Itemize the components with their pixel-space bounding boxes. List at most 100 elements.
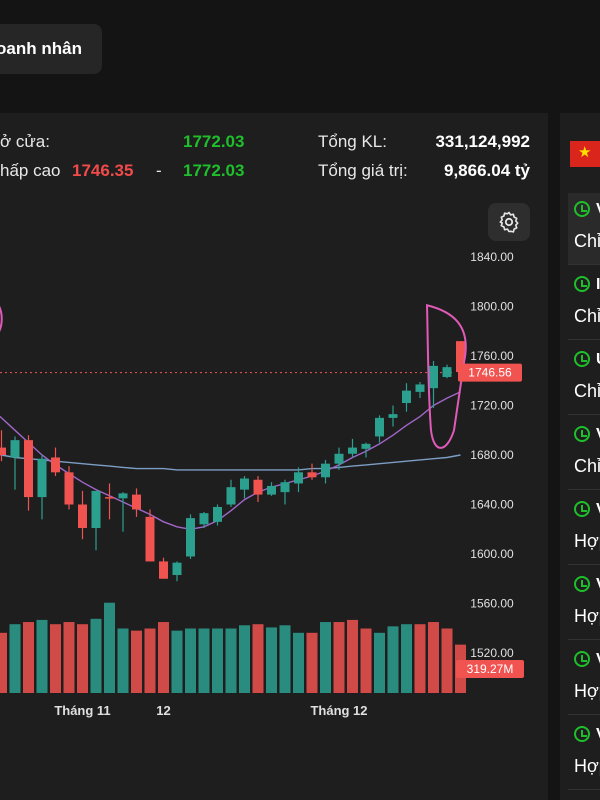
last-price-badge bbox=[458, 363, 522, 382]
index-list-item-code: V bbox=[596, 501, 600, 519]
volume-bar bbox=[401, 624, 412, 693]
volume-bar bbox=[252, 624, 264, 693]
total-value-value: 9,866.04 tỷ bbox=[443, 161, 530, 180]
index-list-item[interactable]: V Hợp bbox=[568, 718, 600, 790]
index-list-item-name: Chỉ bbox=[574, 306, 600, 326]
price-axis-tick: 1760.00 bbox=[470, 349, 514, 363]
candle-body bbox=[294, 472, 303, 484]
last-price-label: 1746.56 bbox=[468, 366, 512, 380]
candle-body bbox=[429, 365, 438, 389]
index-list-item[interactable]: V Chỉ bbox=[568, 193, 600, 265]
candle-body bbox=[24, 440, 33, 498]
volume-bar bbox=[23, 622, 34, 693]
volume-badge bbox=[456, 660, 524, 678]
candle-body bbox=[456, 341, 465, 373]
volume-bar bbox=[441, 628, 453, 693]
index-list-panel: ★ V Chỉ I Chỉ U Chỉ V Chỉ V Hợp V Hợp V Hợp V Hợp bbox=[560, 113, 600, 800]
index-list-item-name: Hợp bbox=[574, 531, 600, 551]
x-axis-tick: Tháng 11 bbox=[54, 703, 110, 718]
volume-bar bbox=[414, 624, 426, 693]
range-separator: - bbox=[156, 161, 162, 180]
volume-bar bbox=[306, 632, 318, 693]
volume-bar bbox=[117, 628, 129, 693]
volume-bar bbox=[387, 626, 399, 693]
clock-icon bbox=[574, 276, 590, 292]
candle-body bbox=[159, 561, 168, 579]
candle-body bbox=[334, 453, 344, 464]
volume-label: 319.27M bbox=[467, 662, 514, 676]
candle-body bbox=[240, 478, 249, 490]
volume-bar bbox=[347, 619, 358, 693]
volume-bar bbox=[144, 628, 156, 693]
volume-bar bbox=[131, 630, 142, 693]
index-list-item[interactable]: V Hợp bbox=[568, 643, 600, 715]
price-axis-tick: 1640.00 bbox=[470, 498, 514, 512]
top-bar: oanh nhân bbox=[0, 0, 600, 113]
gear-icon bbox=[499, 211, 519, 233]
index-list-item[interactable]: V Hợp bbox=[568, 493, 600, 565]
price-axis-tick: 1520.00 bbox=[470, 646, 514, 660]
index-list-item-code: U bbox=[596, 351, 600, 369]
total-volume-label: Tổng KL: bbox=[318, 132, 387, 151]
total-volume-value: 331,124,992 bbox=[435, 132, 530, 151]
index-list-item-code: I bbox=[596, 276, 600, 293]
price-axis-tick: 1600.00 bbox=[470, 547, 514, 561]
clock-icon bbox=[574, 576, 590, 592]
moving-average-long-line bbox=[0, 454, 461, 471]
volume-bar bbox=[198, 628, 210, 693]
panel-divider bbox=[548, 113, 560, 800]
x-axis-tick: Tháng 12 bbox=[310, 703, 367, 718]
index-list-item[interactable]: U Chỉ bbox=[568, 343, 600, 415]
volume-bar bbox=[333, 622, 345, 693]
candle-body bbox=[199, 513, 209, 525]
candle-body bbox=[37, 458, 47, 498]
volume-bar bbox=[293, 632, 304, 693]
candle-body bbox=[307, 472, 317, 478]
range-high: 1772.03 bbox=[183, 161, 245, 180]
candle-body bbox=[280, 482, 290, 493]
price-axis-tick: 1840.00 bbox=[470, 250, 514, 264]
index-list-item-name: Chỉ bbox=[574, 231, 600, 251]
volume-bar bbox=[158, 622, 169, 693]
price-axis-tick: 1720.00 bbox=[470, 399, 514, 413]
candle-body bbox=[118, 493, 128, 499]
candle-body bbox=[213, 506, 222, 522]
total-value-label: Tổng giá trị: bbox=[318, 161, 408, 180]
candle-body bbox=[267, 485, 276, 495]
clock-icon bbox=[574, 501, 590, 517]
clock-icon bbox=[574, 201, 590, 217]
range-label: hấp cao bbox=[0, 161, 61, 180]
volume-bar bbox=[360, 628, 372, 693]
x-axis-tick: 12 bbox=[156, 703, 170, 718]
volume-bar bbox=[374, 632, 385, 693]
index-list-item-code: V bbox=[596, 576, 600, 594]
volume-bar bbox=[266, 627, 277, 693]
clock-icon bbox=[574, 651, 590, 667]
index-list-item[interactable]: V Hợp bbox=[568, 568, 600, 640]
index-list-item-name: Chỉ bbox=[574, 381, 600, 401]
business-button-label: oanh nhân bbox=[0, 39, 82, 58]
candle-body bbox=[402, 390, 411, 404]
candlestick-chart[interactable]: 1840.00 1800.00 1760.00 1720.00 1680.00 1640.… bbox=[0, 193, 548, 800]
candle-body bbox=[348, 447, 357, 454]
candle-body bbox=[375, 417, 384, 437]
price-axis-tick: 1800.00 bbox=[470, 300, 514, 314]
candle-body bbox=[172, 562, 182, 576]
index-list-item-code: V bbox=[596, 651, 600, 669]
clock-icon bbox=[574, 351, 590, 367]
vietnam-flag-icon[interactable]: ★ bbox=[570, 141, 600, 167]
candle-body bbox=[226, 487, 236, 505]
volume-bar bbox=[212, 628, 223, 693]
chart-settings-button[interactable] bbox=[488, 203, 530, 241]
business-button[interactable]: oanh nhân bbox=[0, 24, 102, 74]
volume-bar bbox=[9, 624, 21, 693]
index-list-item[interactable]: V Chỉ bbox=[568, 418, 600, 490]
volume-bar bbox=[77, 624, 88, 693]
index-list-item[interactable]: I Chỉ bbox=[568, 268, 600, 340]
candle-body bbox=[321, 463, 330, 478]
index-list-item-name: Hợp bbox=[574, 681, 600, 701]
index-list-item-name: Chỉ bbox=[574, 456, 600, 476]
index-list-item-code: V bbox=[596, 426, 600, 444]
index-list-item-code: V bbox=[596, 726, 600, 744]
price-axis-tick: 1680.00 bbox=[470, 448, 514, 462]
